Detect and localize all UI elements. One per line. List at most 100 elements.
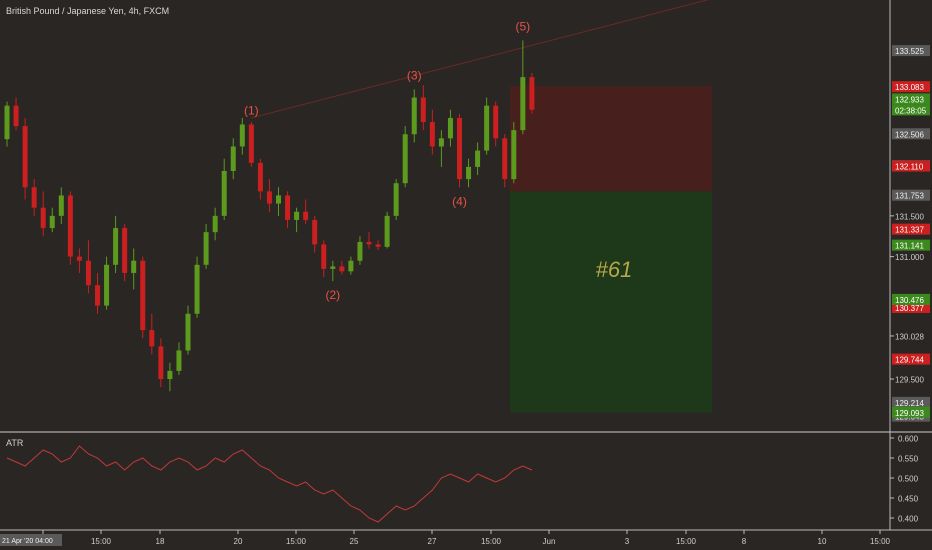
price-tag [892, 45, 930, 57]
candle-body [40, 207, 46, 229]
wave-label: (3) [407, 68, 422, 82]
time-tick-label: Jun [543, 537, 556, 546]
candle-body [529, 77, 535, 110]
candle-body [203, 232, 209, 265]
price-tag [892, 396, 930, 408]
upper-trendline[interactable] [251, 0, 740, 119]
candle-body [502, 138, 508, 180]
time-tick-label: 3 [625, 537, 630, 546]
candle-body [511, 130, 517, 180]
candle-body [167, 370, 173, 380]
price-tag-green-text: 130.476 [895, 296, 924, 305]
price-tag-red [892, 301, 930, 313]
candle-body [475, 150, 481, 167]
position-zones[interactable] [509, 86, 712, 413]
start-date-tag [0, 534, 62, 546]
candle-body [95, 285, 100, 306]
atr-tick-label: 0.500 [898, 475, 919, 484]
candle-body [185, 313, 191, 351]
candle-body [493, 105, 499, 139]
wave-labels: (1) (2) (3) (4) (5) [244, 19, 530, 302]
time-tick-label: 18 [156, 537, 165, 546]
price-tag-green-text: 132.933 [895, 95, 924, 104]
price-tick-label: 131.000 [895, 253, 924, 262]
candles [4, 40, 535, 392]
price-tag-red-text: 133.083 [895, 83, 924, 92]
price-tag [892, 189, 930, 201]
candle-body [357, 241, 363, 261]
price-tag-red [892, 353, 930, 365]
candle-body [176, 350, 182, 371]
price-tag-text: 129.214 [895, 399, 924, 408]
time-tick-label: 10 [818, 537, 827, 546]
candle-body [248, 124, 254, 163]
candle-body [131, 260, 137, 273]
candle-body [330, 266, 336, 269]
candle-body [230, 146, 236, 171]
candle-body [457, 117, 462, 180]
price-tick-label: 131.500 [895, 212, 924, 221]
countdown-text: 02:38:05 [895, 106, 927, 115]
candle-body [194, 264, 200, 314]
candle-body [22, 126, 28, 188]
candle-body [239, 124, 245, 147]
wave-label: (5) [516, 19, 531, 33]
time-axis[interactable]: 1315:00182015:00252715:00Jun315:0081015:… [0, 530, 891, 546]
time-tick-label: 15:00 [481, 537, 502, 546]
reward-zone[interactable] [509, 191, 712, 413]
price-tag-green [892, 239, 930, 251]
time-tick-label: 8 [742, 537, 747, 546]
price-tag-text: 133.525 [895, 47, 924, 56]
candle-body [402, 134, 408, 184]
atr-label: ATR [6, 438, 24, 448]
candle-body [257, 162, 263, 192]
candle-body [221, 170, 227, 216]
risk-zone[interactable] [509, 86, 712, 192]
price-axis[interactable]: 133.525132.506132.115131.753131.500131.0… [890, 45, 930, 422]
candle-body [438, 138, 444, 147]
price-tag [892, 128, 930, 140]
atr-tick-label: 0.450 [898, 495, 919, 504]
time-tick-label: 20 [234, 537, 243, 546]
chart-title: British Pound / Japanese Yen, 4h, FXCM [6, 6, 169, 16]
candle-body [140, 260, 146, 331]
candle-body [285, 195, 291, 220]
candle-body [520, 77, 526, 131]
atr-axis[interactable]: 0.600 0.550 0.500 0.450 0.400 [890, 435, 919, 524]
wave-label: (1) [244, 103, 259, 117]
candle-body [466, 166, 472, 180]
trade-label: #61 [596, 257, 633, 282]
candle-body [484, 105, 490, 151]
price-tag-red-text: 132.110 [895, 163, 924, 172]
price-tag-green-text: 129.093 [895, 409, 924, 418]
time-tick-label: 15:00 [91, 537, 112, 546]
candle-body [429, 122, 435, 147]
candle-body [76, 256, 82, 261]
price-tag-text: 132.506 [895, 130, 924, 139]
wave-label: (4) [452, 194, 467, 208]
price-tag-green [892, 93, 930, 105]
candle-body [266, 191, 272, 204]
atr-line [6, 445, 533, 523]
atr-tick-label: 0.550 [898, 455, 919, 464]
candle-body [420, 97, 426, 122]
price-tag-red-text: 130.377 [895, 304, 924, 313]
trendlines[interactable] [251, 0, 740, 119]
time-tick-label: 25 [350, 537, 359, 546]
candle-body [411, 97, 417, 135]
candle-body [58, 195, 64, 216]
candle-body [49, 215, 55, 229]
price-tag-green [892, 293, 930, 305]
start-date-text: 21 Apr '20 04:00 [2, 538, 53, 545]
candle-body [321, 244, 327, 269]
candle-body [339, 266, 345, 272]
price-tag-red [892, 223, 930, 235]
candle-body [113, 228, 119, 265]
candle-body [149, 330, 155, 347]
price-tag-green [892, 406, 930, 418]
candle-body [85, 260, 91, 286]
candle-body [393, 183, 399, 216]
candle-body [384, 215, 390, 247]
